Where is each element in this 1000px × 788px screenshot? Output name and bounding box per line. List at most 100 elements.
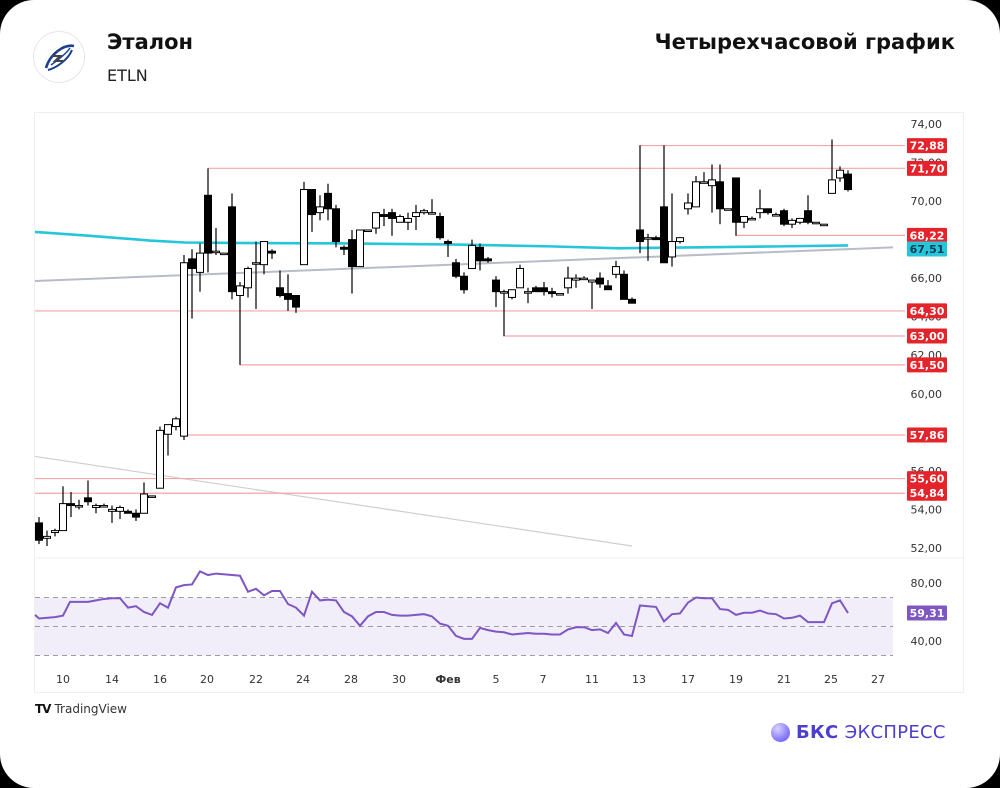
time-tick: 10 (56, 673, 70, 686)
level-badge: 72,88 (907, 138, 947, 154)
candle (428, 199, 436, 215)
moving-average-line (34, 230, 849, 250)
candle (172, 416, 180, 431)
candle (748, 216, 756, 221)
time-tick: 5 (493, 673, 500, 686)
candle (628, 297, 636, 304)
rsi-line (34, 570, 849, 640)
candle (676, 237, 684, 244)
candle (132, 509, 140, 521)
ticker-symbol: ETLN (107, 66, 148, 85)
candle (148, 495, 156, 498)
candle (420, 208, 428, 215)
bks-express-brand: БКС ЭКСПРЕСС (771, 722, 946, 743)
candle (476, 243, 484, 271)
level-badge: 71,70 (907, 160, 947, 176)
time-axis: 10 14 16 20 22 24 28 30 Фев 5 7 11 13 17 19 21 25 27 (56, 673, 885, 686)
time-tick: Фев (435, 673, 460, 686)
level-badge: 64,30 (907, 303, 947, 319)
price-axis: 74,0072,0070,0066,0064,0062,0060,0058,00… (911, 118, 943, 648)
candle (220, 252, 228, 256)
time-tick: 19 (729, 673, 743, 686)
time-tick: 16 (153, 673, 167, 686)
candle (164, 424, 172, 456)
tradingview-attribution[interactable]: TV TradingView (35, 702, 127, 716)
candle (59, 486, 67, 532)
candle (276, 270, 284, 298)
candle (268, 249, 276, 259)
time-tick: 30 (392, 673, 406, 686)
candle (604, 280, 612, 291)
candle (756, 189, 764, 219)
time-tick: 14 (105, 673, 119, 686)
candle (51, 528, 59, 537)
candle (532, 285, 540, 293)
rsi-tick: 40,00 (911, 635, 943, 648)
candle (300, 181, 308, 266)
candle (348, 229, 356, 294)
svg-text:63,00: 63,00 (910, 330, 945, 343)
candle (788, 218, 796, 229)
svg-text:71,70: 71,70 (910, 162, 945, 175)
time-tick: 24 (296, 673, 310, 686)
candle (204, 168, 212, 273)
candle (212, 228, 220, 256)
candle (340, 245, 348, 256)
candle (67, 492, 75, 518)
level-badge: 63,00 (907, 328, 947, 344)
candle (812, 221, 820, 225)
candle (764, 208, 772, 215)
candle (668, 193, 676, 267)
svg-text:57,86: 57,86 (910, 429, 945, 442)
trend-lines (34, 246, 894, 547)
candle (260, 241, 268, 275)
candle (516, 264, 524, 289)
time-tick: 17 (681, 673, 695, 686)
candle (188, 249, 196, 319)
svg-text:64,30: 64,30 (910, 305, 945, 318)
rsi-badge: 59,31 (907, 605, 947, 621)
candle (292, 295, 300, 313)
candle (684, 193, 692, 215)
candle (484, 256, 492, 263)
time-tick: 7 (540, 673, 547, 686)
candle (380, 208, 388, 227)
candle (500, 289, 508, 336)
candle (652, 235, 660, 241)
candle (572, 274, 580, 288)
price-badges: 72,88 71,70 68,22 64,30 63,00 61,50 57,86 55,60… (907, 138, 947, 621)
price-tick: 60,00 (911, 388, 943, 401)
rsi-band (35, 597, 893, 656)
candle (836, 166, 844, 182)
candle (116, 505, 124, 520)
time-tick: 27 (871, 673, 885, 686)
candle (612, 260, 620, 279)
candle (84, 480, 92, 506)
level-badge: 61,50 (907, 357, 947, 373)
candle (460, 272, 468, 294)
svg-text:55,60: 55,60 (910, 473, 945, 486)
price-tick: 74,00 (911, 118, 943, 131)
candle (396, 214, 404, 223)
svg-text:54,84: 54,84 (910, 487, 945, 500)
candle (388, 208, 396, 236)
candle (740, 215, 748, 229)
candle (452, 258, 460, 279)
candle (708, 164, 716, 213)
brand-light: ЭКСПРЕСС (844, 722, 946, 743)
candle (636, 145, 644, 254)
candle (228, 193, 236, 300)
candle (308, 189, 316, 232)
candle (236, 282, 244, 365)
rising-support-line (34, 246, 894, 283)
candle (596, 272, 604, 288)
candle (43, 530, 51, 547)
time-tick: 20 (200, 673, 214, 686)
candle (75, 499, 83, 510)
price-tick: 70,00 (911, 195, 943, 208)
brand-bold: БКС (796, 722, 839, 743)
candle (140, 482, 148, 514)
candle (844, 170, 852, 192)
